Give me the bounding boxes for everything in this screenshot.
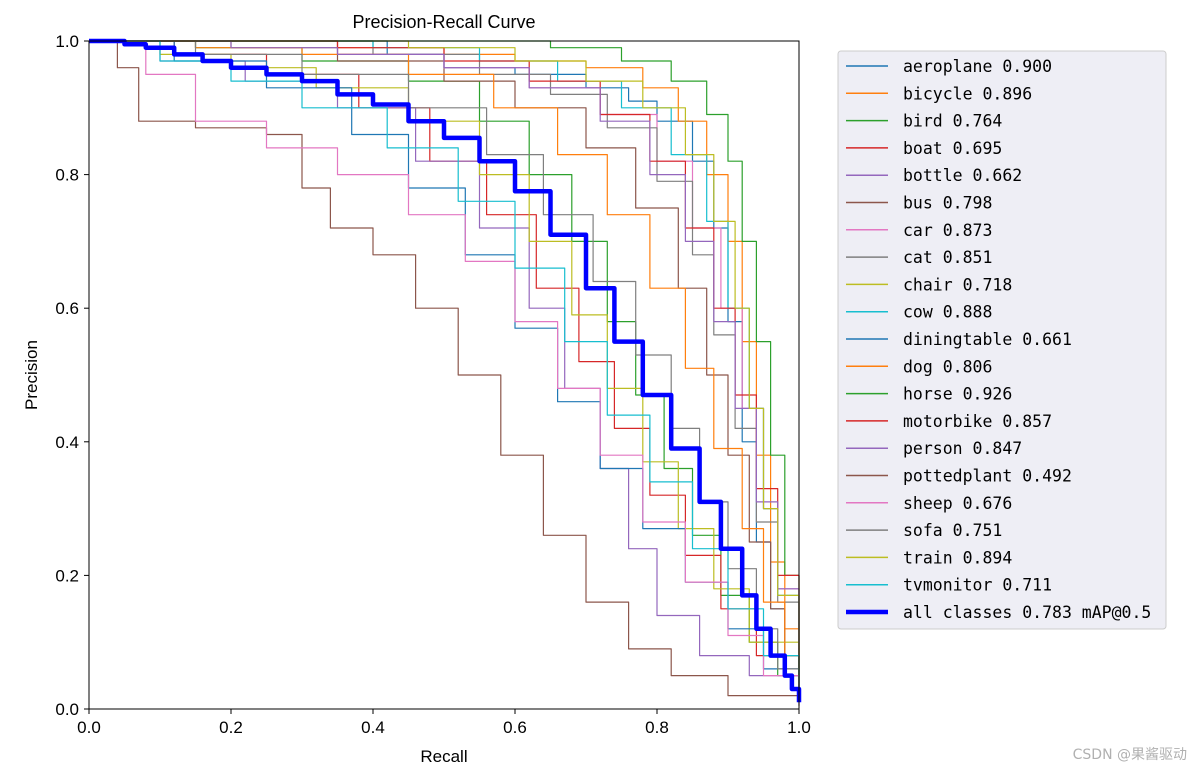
y-tick-label: 0.2 — [55, 566, 79, 585]
series-line-tvmonitor — [89, 40, 800, 696]
legend-label-boat: boat 0.695 — [903, 139, 1002, 158]
series-line-all-classes — [89, 38, 802, 703]
legend-label-aeroplane: aeroplane 0.900 — [903, 57, 1052, 76]
x-axis-label: Recall — [420, 747, 467, 766]
series-line-person — [89, 40, 800, 683]
legend-label-bottle: bottle 0.662 — [903, 166, 1022, 185]
y-tick-label: 0.0 — [55, 700, 79, 719]
x-tick-label: 0.8 — [645, 718, 669, 737]
y-tick-label: 0.4 — [55, 433, 79, 452]
legend-label-diningtable: diningtable 0.661 — [903, 330, 1072, 349]
legend-label-sofa: sofa 0.751 — [903, 521, 1002, 540]
x-tick-label: 0.6 — [503, 718, 527, 737]
legend-label-train: train 0.894 — [903, 548, 1012, 567]
chart-title: Precision-Recall Curve — [352, 12, 535, 32]
x-tick-label: 0.0 — [77, 718, 101, 737]
x-ticks: 0.0 0.2 0.4 0.6 0.8 1.0 — [77, 709, 811, 737]
x-tick-label: 1.0 — [787, 718, 811, 737]
legend-label-chair: chair 0.718 — [903, 275, 1012, 294]
legend-label-motorbike: motorbike 0.857 — [903, 412, 1052, 431]
legend-label-horse: horse 0.926 — [903, 385, 1012, 404]
plot-lines — [89, 38, 802, 706]
watermark: CSDN @果酱驱动 — [1072, 747, 1187, 763]
legend-label-pottedplant: pottedplant 0.492 — [903, 467, 1072, 486]
y-tick-label: 0.8 — [55, 166, 79, 185]
legend-label-person: person 0.847 — [903, 439, 1022, 458]
legend-label-tvmonitor: tvmonitor 0.711 — [903, 576, 1052, 595]
legend: aeroplane 0.900 bicycle 0.896 bird 0.764 bo… — [837, 50, 1167, 630]
legend-label-all-classes: all classes 0.783 mAP@0.5 — [903, 603, 1151, 622]
legend-label-bicycle: bicycle 0.896 — [903, 84, 1032, 103]
legend-label-bird: bird 0.764 — [903, 112, 1002, 131]
legend-label-car: car 0.873 — [903, 221, 992, 240]
legend-label-dog: dog 0.806 — [903, 357, 992, 376]
series-line-pottedplant — [89, 40, 800, 706]
legend-label-bus: bus 0.798 — [903, 194, 992, 213]
y-tick-label: 0.6 — [55, 299, 79, 318]
x-tick-label: 0.4 — [361, 718, 385, 737]
series-line-horse — [89, 40, 800, 676]
series-line-bus — [89, 40, 800, 689]
series-line-train — [89, 40, 800, 683]
plot-frame — [88, 40, 800, 710]
y-ticks: 0.0 0.2 0.4 0.6 0.8 1.0 — [55, 32, 89, 719]
legend-label-cat: cat 0.851 — [903, 248, 992, 267]
legend-box — [837, 50, 1167, 630]
x-tick-label: 0.2 — [219, 718, 243, 737]
legend-label-sheep: sheep 0.676 — [903, 494, 1012, 513]
y-tick-label: 1.0 — [55, 32, 79, 51]
legend-label-cow: cow 0.888 — [903, 303, 992, 322]
y-axis-label: Precision — [22, 340, 41, 410]
series-line-cat — [89, 40, 800, 676]
